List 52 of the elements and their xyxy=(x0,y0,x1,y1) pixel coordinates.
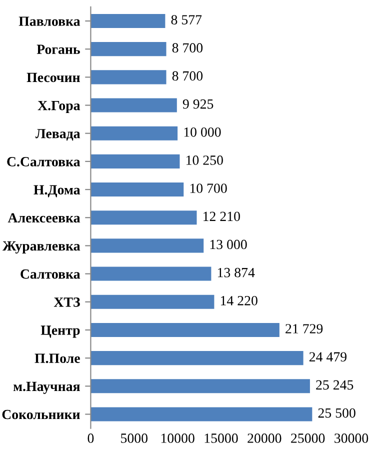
y-tick-label: Левада xyxy=(35,129,80,141)
bar xyxy=(90,154,180,168)
y-tick-label: Рогань xyxy=(36,44,80,54)
x-tick-label: 25000 xyxy=(291,434,325,443)
bar xyxy=(90,407,312,422)
data-label: 8 700 xyxy=(172,71,203,81)
y-tick-label: Павловка xyxy=(18,16,80,26)
data-label: 12 210 xyxy=(204,212,240,222)
data-label: 13 000 xyxy=(210,240,247,250)
bar xyxy=(90,351,304,366)
data-label: 21 729 xyxy=(286,324,323,334)
y-tick-label: Х.Гора xyxy=(38,100,80,114)
y-tick-label: Журавлевка xyxy=(2,241,80,254)
y-tick-label: Н.Дома xyxy=(34,185,80,198)
bar xyxy=(90,238,204,253)
x-tick-label: 0 xyxy=(88,434,94,443)
bar xyxy=(90,294,214,309)
y-tick-label: Алексеевка xyxy=(8,213,80,223)
x-tick-label: 15000 xyxy=(204,434,238,443)
y-tick-label: С.Салтовка xyxy=(7,157,80,166)
y-tick-label: ХТЗ xyxy=(54,298,80,307)
data-label: 10 700 xyxy=(190,184,227,193)
data-label: 24 479 xyxy=(309,352,346,362)
bar xyxy=(90,126,178,140)
data-label: 9 925 xyxy=(182,99,214,109)
bar xyxy=(90,182,184,197)
data-label: 13 874 xyxy=(218,268,255,278)
y-tick-label: Салтовка xyxy=(20,269,80,279)
x-tick-label: 10000 xyxy=(161,434,194,443)
bar xyxy=(90,379,310,394)
data-label: 14 220 xyxy=(220,296,258,306)
bar xyxy=(90,266,212,281)
data-label: 8 700 xyxy=(172,43,203,53)
y-tick-label: Сокольники xyxy=(2,410,80,420)
x-tick-label: 5000 xyxy=(121,434,148,443)
bar xyxy=(90,322,280,337)
bar xyxy=(90,42,166,56)
bar xyxy=(90,98,177,112)
x-tick-label: 30000 xyxy=(334,434,368,443)
data-label: 25 500 xyxy=(318,408,356,418)
data-label: 25 245 xyxy=(316,380,354,390)
y-tick-label: П.Поле xyxy=(34,354,80,364)
bar xyxy=(90,14,166,28)
bar xyxy=(90,210,197,225)
x-tick-label: 20000 xyxy=(248,434,282,443)
y-tick-label: м.Научная xyxy=(13,382,80,394)
y-tick-label: Песочин xyxy=(26,72,80,82)
bar xyxy=(90,70,166,84)
data-label: 10 000 xyxy=(184,127,221,137)
y-tick-label: Центр xyxy=(40,326,80,338)
data-label: 8 577 xyxy=(171,15,202,24)
data-label: 10 250 xyxy=(186,156,223,165)
